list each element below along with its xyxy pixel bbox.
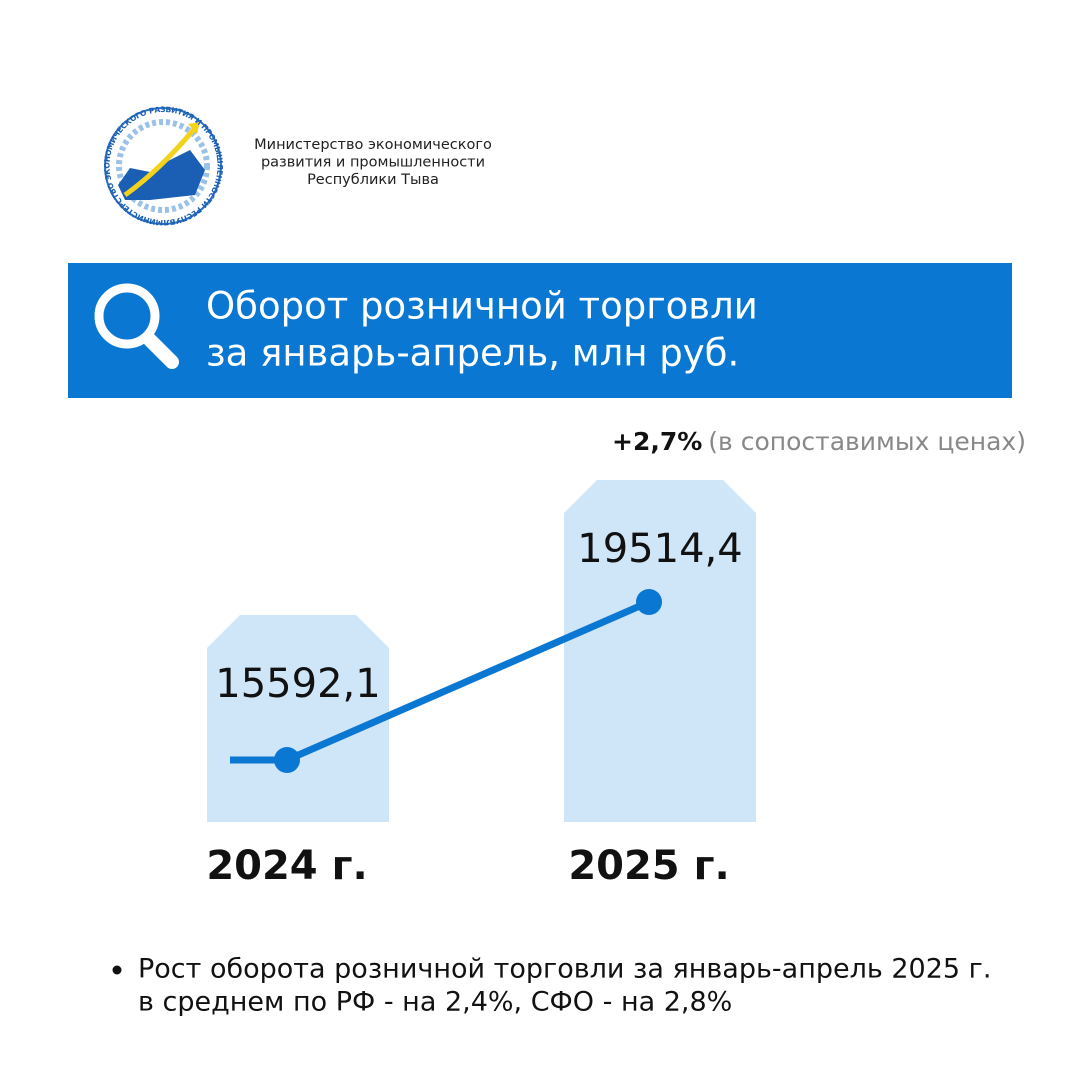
title-line: Оборот розничной торговли: [206, 285, 758, 328]
bullet: [112, 965, 122, 975]
footnote-line: в среднем по РФ - на 2,4%, СФО - на 2,8%: [138, 987, 732, 1018]
annotation: +2,7% (в сопоставимых ценах): [612, 427, 1026, 456]
x-tick-label: 2025 г.: [568, 843, 729, 889]
bar: [207, 615, 389, 822]
change-label: +2,7%: [612, 427, 702, 456]
bar: [564, 480, 756, 822]
title-line: за январь-апрель, млн руб.: [206, 332, 739, 375]
x-tick-label: 2024 г.: [206, 843, 367, 889]
value-label: 15592,1: [215, 661, 380, 707]
note-label: (в сопоставимых ценах): [708, 427, 1026, 456]
value-label: 19514,4: [577, 526, 742, 572]
banner: [68, 263, 1012, 398]
chart: 15592,1 2024 г. 19514,4 2025 г.: [206, 480, 756, 889]
org-line: Республики Тыва: [307, 172, 439, 188]
org-line: Министерство экономического: [254, 137, 492, 153]
footnote: Рост оборота розничной торговли за январ…: [138, 954, 991, 1018]
search-icon: [94, 283, 179, 369]
point: [274, 747, 300, 773]
trend-line: [285, 598, 651, 764]
point: [636, 589, 662, 615]
org-name: Министерство экономического развития и пр…: [254, 137, 492, 188]
footnote-line: Рост оборота розничной торговли за январ…: [138, 954, 991, 985]
org-line: развития и промышленности: [261, 155, 485, 171]
